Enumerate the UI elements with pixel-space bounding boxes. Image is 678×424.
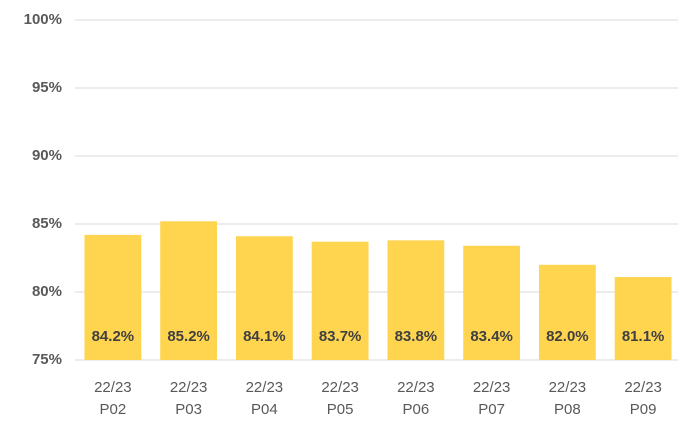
y-tick-label: 75% xyxy=(32,351,62,368)
bar xyxy=(311,241,369,360)
bar xyxy=(84,234,142,360)
x-tick-label: 22/23 P06 xyxy=(397,379,435,418)
y-tick-label: 85% xyxy=(32,215,62,232)
bar xyxy=(614,277,672,360)
y-tick-label: 100% xyxy=(24,11,62,28)
value-label: 83.7% xyxy=(319,328,362,345)
x-tick-label: 22/23 P05 xyxy=(321,379,359,418)
x-tick-label: 22/23 P09 xyxy=(624,379,662,418)
bar xyxy=(387,240,445,360)
x-tick-label: 22/23 P02 xyxy=(94,379,132,418)
y-tick-label: 90% xyxy=(32,147,62,164)
value-label: 83.4% xyxy=(470,328,513,345)
x-tick-label: 22/23 P04 xyxy=(245,379,284,418)
value-label: 82.0% xyxy=(546,328,589,345)
bar xyxy=(235,236,293,360)
x-tick-label: 22/23 P03 xyxy=(169,379,208,418)
bar xyxy=(538,264,596,360)
value-label: 83.8% xyxy=(395,328,438,345)
value-label: 84.2% xyxy=(92,328,135,345)
bar xyxy=(160,221,218,360)
value-label: 84.1% xyxy=(243,328,286,345)
value-label: 85.2% xyxy=(167,328,210,345)
y-tick-label: 95% xyxy=(32,79,62,96)
x-tick-label: 22/23 P08 xyxy=(548,379,587,418)
y-tick-label: 80% xyxy=(32,283,62,300)
value-label: 81.1% xyxy=(622,328,665,345)
x-tick-label: 22/23 P07 xyxy=(472,379,511,418)
bar xyxy=(463,245,521,360)
